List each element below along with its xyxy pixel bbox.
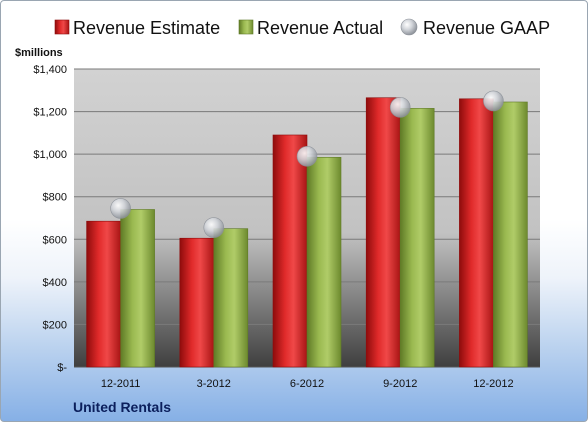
- x-tick-label: 3-2012: [197, 378, 231, 390]
- bar-revenue-actual: [493, 101, 528, 368]
- bar-revenue-estimate: [365, 97, 401, 368]
- y-tick-label: $1,400: [33, 64, 67, 76]
- legend-label-estimate: Revenue Estimate: [73, 18, 220, 38]
- y-tick-label: $800: [43, 192, 67, 204]
- bar-revenue-actual: [120, 209, 155, 368]
- marker-revenue-gaap: [203, 217, 225, 238]
- y-tick-label: $1,200: [33, 107, 67, 119]
- y-tick-label: $400: [43, 277, 67, 289]
- bar-revenue-estimate: [272, 134, 308, 368]
- y-tick-label: $600: [43, 234, 67, 246]
- legend-swatch-estimate: [54, 19, 70, 35]
- bar-revenue-estimate: [86, 220, 121, 368]
- legend-marker-gaap: [400, 18, 418, 36]
- legend: Revenue Estimate Revenue Actual Revenue …: [54, 18, 550, 38]
- bar-revenue-actual: [306, 157, 342, 368]
- bar-revenue-estimate: [459, 98, 494, 368]
- x-axis-tick-labels: 12-2011 3-2012 6-2012 9-2012 12-2012: [101, 378, 514, 390]
- y-tick-label: $-: [57, 362, 67, 374]
- y-tick-label: $1,000: [33, 149, 67, 161]
- legend-label-gaap: Revenue GAAP: [423, 18, 550, 38]
- unit-label: $millions: [15, 47, 63, 59]
- markers-layer: [110, 90, 504, 238]
- x-tick-label: 12-2012: [473, 378, 513, 390]
- bar-revenue-actual: [213, 228, 249, 368]
- bar-revenue-actual: [399, 108, 435, 368]
- legend-label-actual: Revenue Actual: [257, 18, 383, 38]
- x-tick-label: 12-2011: [101, 378, 141, 390]
- marker-revenue-gaap: [389, 97, 411, 118]
- company-name: United Rentals: [73, 399, 171, 415]
- x-tick-label: 9-2012: [383, 378, 417, 390]
- y-axis-tick-labels: $- $200 $400 $600 $800 $1,000 $1,200 $1,400: [33, 64, 67, 374]
- marker-revenue-gaap: [483, 90, 504, 112]
- bars-layer: [86, 97, 528, 368]
- x-tick-label: 6-2012: [290, 378, 324, 390]
- marker-revenue-gaap: [110, 198, 131, 219]
- bar-revenue-estimate: [179, 237, 215, 368]
- marker-revenue-gaap: [296, 145, 318, 167]
- y-tick-label: $200: [43, 319, 67, 331]
- legend-swatch-actual: [238, 19, 254, 35]
